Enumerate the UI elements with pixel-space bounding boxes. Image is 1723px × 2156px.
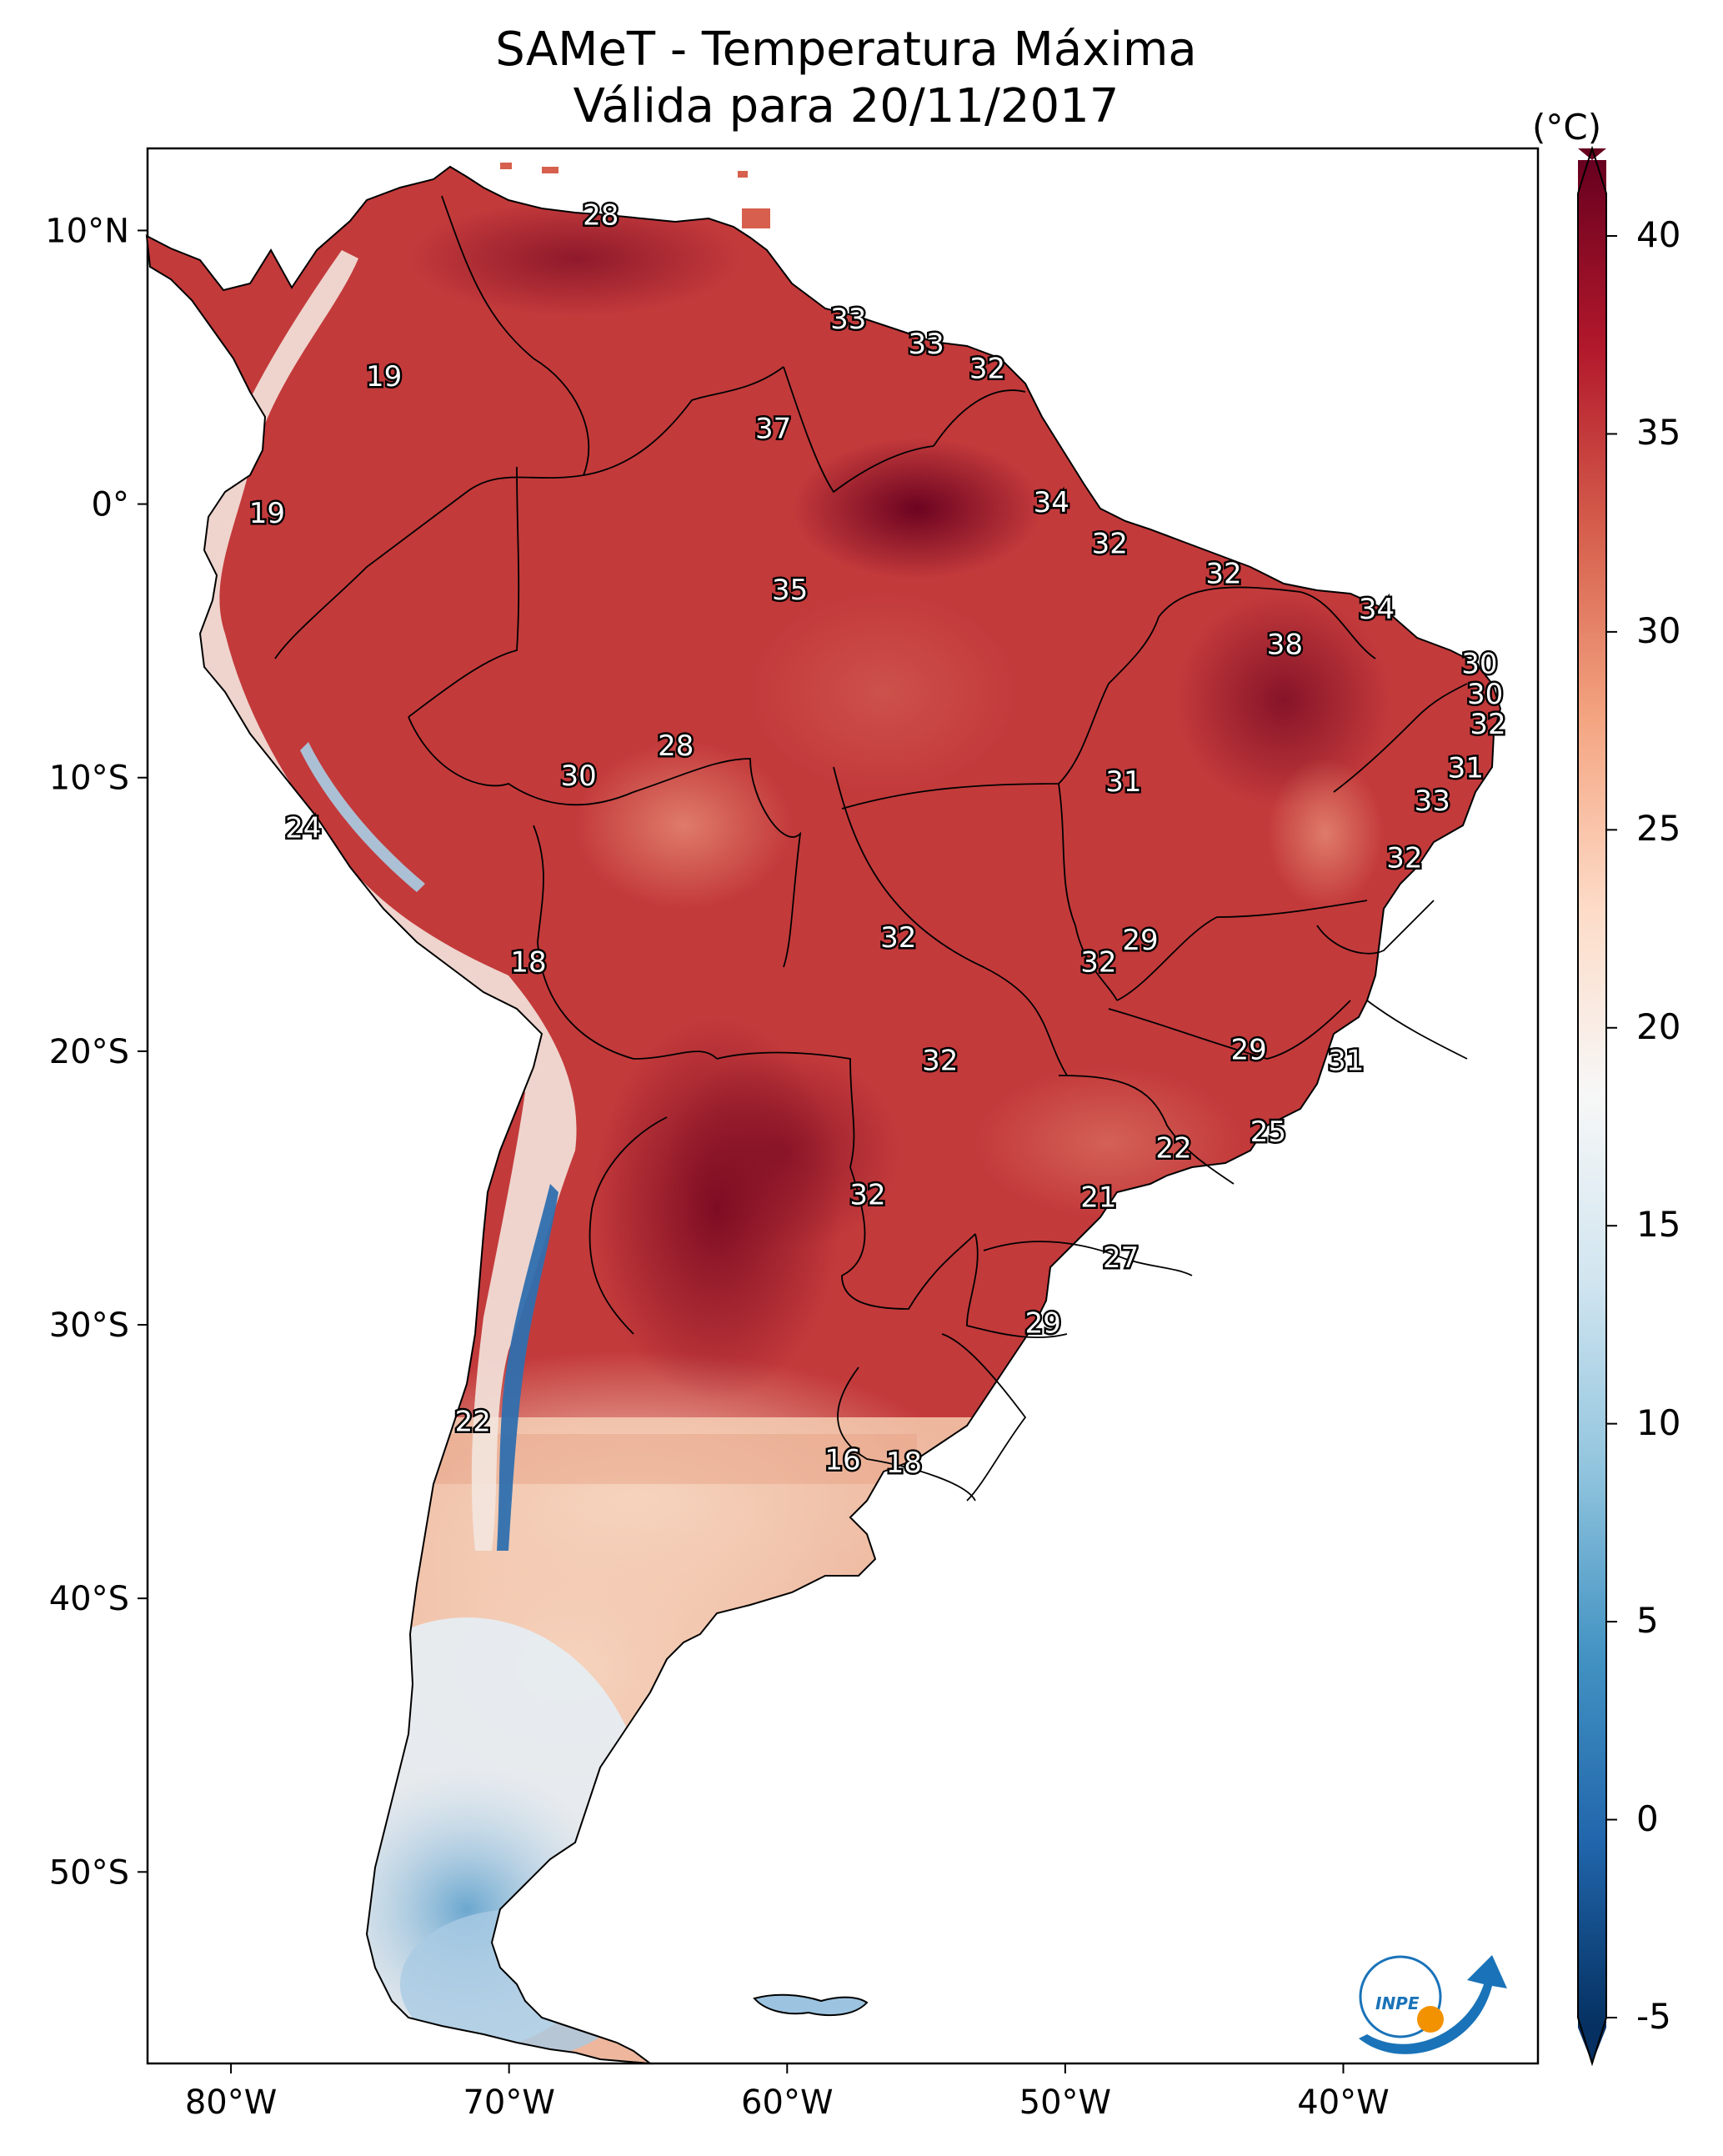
lat-label: 10°N (45, 212, 129, 250)
temperature-label: 31 (1328, 1045, 1364, 1078)
temperature-label: 25 (1250, 1116, 1286, 1149)
country-borders (274, 195, 1468, 1502)
temperature-label: 32 (880, 921, 916, 955)
colorbar-min-extend (1578, 2028, 1606, 2063)
temperature-label: 33 (830, 303, 866, 336)
colorbar-ramp (1578, 160, 1606, 2028)
inpe-logo-dot (1417, 2006, 1444, 2033)
lat-label: 30°S (49, 1306, 129, 1345)
colorbar (1577, 145, 1617, 2067)
temperature-label: 37 (755, 413, 791, 446)
temperature-label: 31 (1448, 751, 1484, 785)
temperature-label: 18 (510, 945, 546, 979)
lon-label: 80°W (185, 2083, 277, 2122)
colorbar-tick-label: 40 (1636, 214, 1681, 255)
colorbar-tick-label: 35 (1636, 412, 1681, 454)
lon-label: 50°W (1019, 2083, 1111, 2122)
temperature-label: 33 (908, 328, 944, 361)
temperature-label: 31 (1105, 765, 1141, 799)
temperature-label: 18 (886, 1447, 922, 1480)
inpe-logo-ring (1359, 1955, 1442, 2038)
lon-label: 60°W (741, 2083, 833, 2122)
temperature-label: 30 (1467, 678, 1503, 711)
temperature-label: 32 (1470, 708, 1505, 741)
temperature-label: 19 (249, 497, 285, 530)
falkland-islands (753, 1993, 869, 2017)
temperature-label: 33 (1415, 785, 1450, 818)
caribbean-islands (500, 163, 770, 228)
colorbar-tick-label: 10 (1636, 1401, 1681, 1443)
temperature-label: 32 (1092, 527, 1128, 560)
map-axes: 80°W 70°W 60°W 50°W 40°W 10°N 0° 10°S 20°S 30°S 4… (45, 212, 1390, 2122)
lat-label: 40°S (49, 1580, 129, 1618)
lat-label: 20°S (49, 1033, 129, 1071)
colorbar-tick-label: 20 (1636, 1005, 1681, 1047)
temperature-label: 27 (1103, 1241, 1139, 1275)
colorbar-tick-label: 0 (1636, 1798, 1659, 1839)
temperature-label: 32 (1386, 842, 1422, 875)
chart-title: SAMeT - Temperatura Máxima (495, 23, 1197, 77)
temperature-label: 32 (969, 352, 1005, 385)
temperature-label: 22 (455, 1406, 491, 1439)
temperature-label: 35 (772, 574, 808, 607)
temperature-label: 30 (1461, 648, 1497, 681)
temperature-label: 30 (560, 760, 596, 793)
latitude-ticks: 10°N 0° 10°S 20°S 30°S 40°S 50°S (45, 212, 148, 1892)
lon-label: 40°W (1297, 2083, 1389, 2122)
temperature-label: 19 (366, 360, 402, 394)
temperature-label: 21 (1080, 1181, 1116, 1215)
temperature-label: 32 (1080, 945, 1116, 979)
temperature-label: 28 (583, 199, 619, 233)
temperature-label: 32 (849, 1178, 885, 1211)
temperature-label: 24 (285, 812, 321, 845)
chart-subtitle: Válida para 20/11/2017 (573, 79, 1119, 133)
temperature-label: 32 (922, 1045, 958, 1078)
colorbar-tick-label: 25 (1636, 808, 1681, 850)
temperature-label: 32 (1205, 557, 1241, 590)
colorbar-tick-label: 5 (1636, 1600, 1659, 1642)
colorbar-tick-marks (1606, 235, 1617, 2018)
temperature-label: 29 (1025, 1307, 1061, 1341)
temperature-label: 22 (1155, 1132, 1191, 1166)
temperature-label: 34 (1034, 486, 1069, 519)
colorbar-max-extend (1578, 148, 1606, 160)
temperature-label: 28 (658, 730, 694, 763)
colorbar-tick-label: -5 (1636, 1996, 1671, 2037)
coastline (145, 165, 1502, 2065)
temperature-label: 29 (1122, 924, 1158, 957)
lon-label: 70°W (463, 2083, 554, 2122)
colorbar-outline (1577, 145, 1607, 2067)
temperature-label: 38 (1267, 629, 1303, 662)
longitude-ticks: 80°W 70°W 60°W 50°W 40°W (185, 2063, 1390, 2122)
colorbar-tick-label: 30 (1636, 609, 1681, 651)
lat-label: 10°S (49, 760, 129, 798)
inpe-logo-arrow (1359, 1955, 1507, 2054)
temperature-label: 34 (1359, 593, 1395, 626)
lat-label: 50°S (49, 1853, 129, 1892)
inpe-logo: INPE (1359, 1955, 1507, 2054)
inpe-logo-text: INPE (1375, 1993, 1420, 2013)
colorbar-tick-label: 15 (1636, 1204, 1681, 1246)
lat-label: 0° (92, 486, 129, 524)
colorbar-unit: (°C) (1532, 107, 1602, 148)
temperature-label: 29 (1230, 1033, 1266, 1066)
temperature-label: 16 (824, 1444, 860, 1477)
